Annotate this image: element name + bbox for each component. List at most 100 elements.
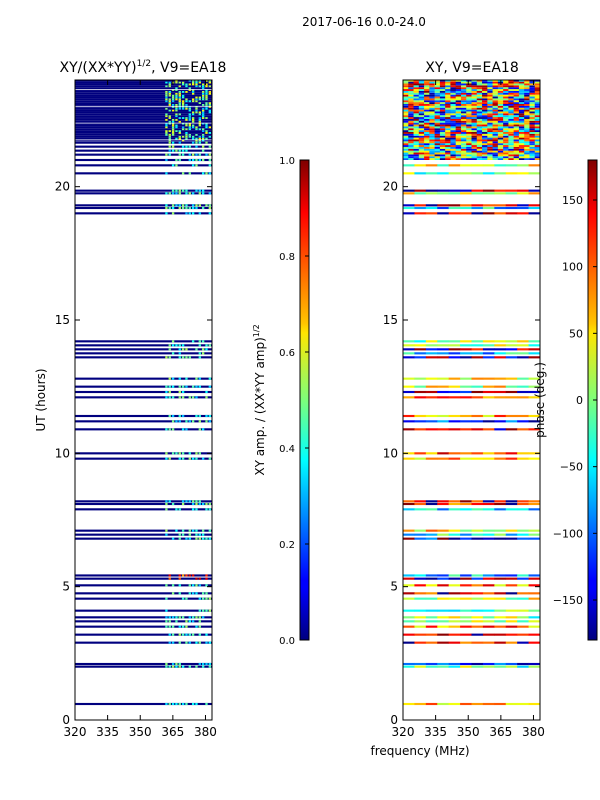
- row-segment: [517, 414, 529, 418]
- row-segment: [175, 665, 178, 668]
- row-segment: [208, 158, 211, 162]
- row-segment: [524, 83, 530, 86]
- colorbar-tick-label: 0.2: [279, 540, 295, 551]
- row-segment: [414, 665, 427, 668]
- row-segment: [497, 126, 504, 129]
- row-segment: [482, 150, 488, 153]
- row-segment: [455, 148, 462, 151]
- row-segment: [460, 115, 467, 118]
- row-segment: [429, 102, 435, 104]
- row-segment: [195, 206, 198, 210]
- row-segment: [528, 625, 541, 628]
- row-segment: [492, 90, 499, 93]
- row-segment: [528, 597, 541, 600]
- row-segment: [408, 143, 414, 146]
- row-segment: [425, 702, 438, 706]
- row-segment: [505, 206, 518, 210]
- row-segment: [185, 641, 188, 644]
- row-segment: [505, 500, 518, 503]
- row-segment: [191, 118, 195, 121]
- row-segment: [171, 204, 175, 207]
- row-segment: [429, 124, 435, 127]
- row-segment: [503, 158, 509, 160]
- row-segment: [403, 85, 409, 88]
- row-segment: [175, 92, 178, 95]
- row-segment: [508, 158, 514, 160]
- row-segment: [508, 139, 514, 142]
- row-segment: [487, 115, 493, 118]
- row-segment: [424, 92, 430, 95]
- row-segment: [178, 107, 181, 110]
- row-segment: [460, 633, 472, 636]
- row-segment: [403, 662, 415, 666]
- row-segment: [471, 340, 484, 343]
- row-segment: [205, 83, 208, 86]
- row-segment: [414, 377, 427, 380]
- row-segment: [418, 107, 425, 110]
- row-segment: [455, 80, 462, 82]
- row-segment: [528, 212, 541, 215]
- row-segment: [455, 117, 462, 119]
- row-segment: [413, 150, 420, 153]
- row-segment: [437, 592, 449, 595]
- row-segment: [75, 452, 212, 455]
- row-segment: [460, 574, 472, 577]
- row-segment: [408, 83, 414, 86]
- row-segment: [471, 122, 478, 125]
- row-segment: [460, 94, 467, 97]
- row-segment: [198, 452, 201, 455]
- row-segment: [188, 396, 191, 399]
- row-segment: [403, 348, 415, 351]
- row-segment: [494, 385, 507, 388]
- data-row: [403, 584, 541, 587]
- row-segment: [534, 87, 541, 90]
- phase-plot-background: [403, 80, 540, 720]
- row-segment: [450, 130, 456, 132]
- row-segment: [445, 137, 451, 140]
- row-segment: [165, 457, 168, 460]
- row-segment: [503, 122, 509, 125]
- row-segment: [529, 118, 536, 121]
- row-segment: [191, 90, 195, 93]
- row-segment: [434, 145, 441, 147]
- row-segment: [492, 104, 499, 106]
- row-segment: [529, 102, 536, 104]
- data-row: [75, 87, 212, 90]
- row-segment: [518, 118, 525, 121]
- row-segment: [482, 212, 495, 215]
- row-segment: [471, 390, 484, 394]
- row-segment: [434, 81, 441, 84]
- row-segment: [171, 665, 175, 668]
- row-segment: [178, 592, 181, 595]
- row-segment: [437, 344, 449, 347]
- row-segment: [434, 89, 441, 91]
- row-segment: [408, 92, 414, 95]
- row-segment: [165, 92, 168, 95]
- row-segment: [424, 146, 430, 149]
- row-segment: [424, 133, 430, 136]
- row-segment: [168, 616, 171, 619]
- row-segment: [171, 702, 175, 706]
- row-segment: [75, 153, 212, 156]
- row-segment: [460, 502, 472, 506]
- row-segment: [528, 665, 541, 668]
- row-segment: [448, 340, 461, 343]
- row-segment: [178, 537, 181, 540]
- row-segment: [497, 87, 504, 90]
- row-segment: [439, 141, 446, 144]
- row-segment: [455, 158, 462, 160]
- row-segment: [505, 204, 518, 207]
- row-segment: [205, 85, 208, 88]
- data-row: [403, 89, 541, 91]
- row-segment: [513, 81, 520, 84]
- row-segment: [198, 500, 201, 503]
- row-segment: [529, 117, 536, 119]
- row-segment: [437, 508, 449, 511]
- row-segment: [175, 662, 178, 666]
- row-segment: [518, 156, 525, 159]
- row-segment: [403, 189, 415, 192]
- row-segment: [437, 396, 449, 399]
- row-segment: [455, 102, 462, 104]
- row-segment: [482, 158, 488, 160]
